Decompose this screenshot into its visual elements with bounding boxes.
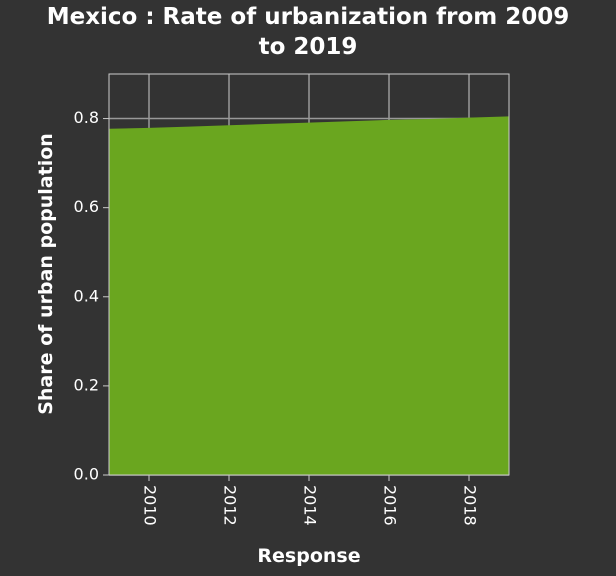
y-tick-label: 0.2 [74, 375, 99, 394]
y-tick-label: 0.8 [74, 108, 99, 127]
x-tick-label: 2012 [221, 485, 240, 526]
y-tick-label: 0.6 [74, 197, 99, 216]
area-layer [109, 116, 509, 476]
y-axis-title: Share of urban population [35, 133, 57, 415]
y-tick-label: 0.4 [74, 286, 99, 305]
x-tick-label: 2018 [461, 485, 480, 526]
x-tick-label: 2010 [141, 485, 160, 526]
chart-title: Mexico : Rate of urbanization from 2009 … [0, 2, 616, 62]
x-tick-label: 2014 [301, 485, 320, 526]
chart-title-line-2: to 2019 [258, 34, 358, 60]
y-tick-label: 0.0 [74, 465, 99, 484]
y-axis: 0.0 0.2 0.4 0.6 0.8 [74, 108, 109, 484]
area-series-0 [109, 116, 509, 476]
chart-title-line-1: Mexico : Rate of urbanization from 2009 [46, 4, 570, 30]
x-axis: 2010 2012 2014 2016 2018 [141, 475, 480, 526]
x-tick-label: 2016 [381, 485, 400, 526]
x-axis-title: Response [257, 545, 360, 567]
